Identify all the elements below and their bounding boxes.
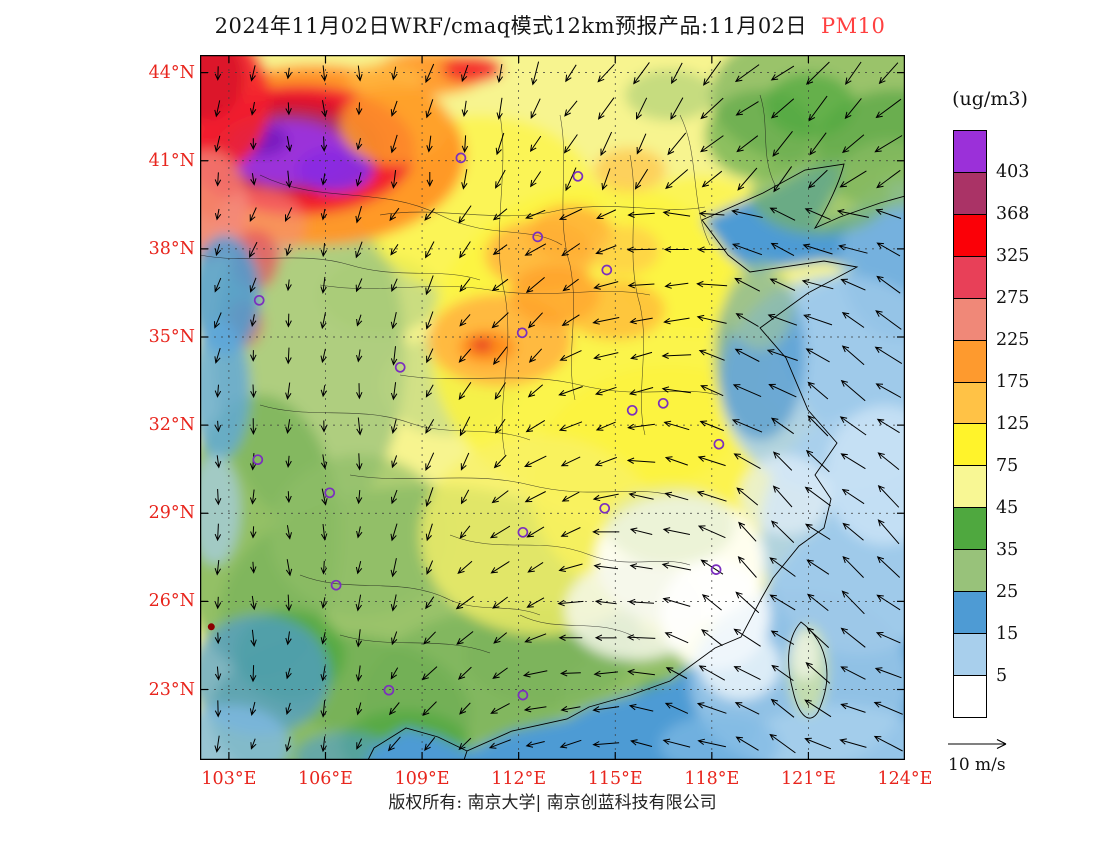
colorbar-segment bbox=[954, 214, 986, 257]
lat-tick-label: 41°N bbox=[148, 150, 195, 171]
colorbar-tick-label: 275 bbox=[996, 288, 1030, 308]
colorbar-segment bbox=[954, 634, 986, 676]
lon-tick-label: 109°E bbox=[394, 769, 450, 789]
coastlines-and-borders bbox=[200, 94, 905, 760]
station-marker bbox=[572, 170, 584, 182]
colorbar-segment bbox=[954, 592, 986, 635]
colorbar-tick-label: 25 bbox=[996, 582, 1019, 602]
colorbar-tick-label: 125 bbox=[996, 414, 1030, 434]
station-marker bbox=[657, 397, 669, 409]
lon-tick-label: 124°E bbox=[877, 769, 933, 789]
colorbar-tick-label: 368 bbox=[996, 204, 1030, 224]
station-marker bbox=[455, 152, 467, 164]
wind-scale-arrow bbox=[948, 739, 1007, 749]
colorbar-segment bbox=[954, 550, 986, 593]
colorbar-tick-label: 15 bbox=[996, 624, 1019, 644]
colorbar-segment bbox=[954, 340, 986, 383]
colorbar-segment bbox=[954, 675, 986, 717]
colorbar-tick-label: 403 bbox=[996, 162, 1030, 182]
lon-tick-label: 115°E bbox=[587, 769, 643, 789]
station-marker bbox=[253, 294, 265, 306]
station-marker bbox=[516, 327, 528, 339]
wind-vector-layer bbox=[214, 60, 903, 754]
lon-tick-label: 118°E bbox=[684, 769, 740, 789]
lon-tick-label: 103°E bbox=[201, 769, 257, 789]
station-marker bbox=[601, 264, 613, 276]
lat-tick-label: 44°N bbox=[148, 62, 195, 83]
lat-tick-label: 26°N bbox=[148, 591, 195, 612]
lat-tick-label: 38°N bbox=[148, 238, 195, 259]
lat-tick-label: 32°N bbox=[148, 415, 195, 436]
lat-tick-label: 23°N bbox=[148, 679, 195, 700]
lon-tick-label: 112°E bbox=[491, 769, 547, 789]
colorbar-tick-label: 35 bbox=[996, 540, 1019, 560]
colorbar-tick-label: 45 bbox=[996, 498, 1019, 518]
coastline-south bbox=[367, 727, 468, 760]
title-variable: PM10 bbox=[821, 14, 886, 38]
copyright-notice: 版权所有: 南京大学| 南京创蓝科技有限公司 bbox=[388, 793, 717, 813]
colorbar-tick-label: 325 bbox=[996, 246, 1030, 266]
colorbar bbox=[953, 130, 987, 718]
station-marker bbox=[710, 564, 722, 575]
title-text: 2024年11月02日WRF/cmaq模式12km预报产品:11月02日 bbox=[214, 14, 808, 38]
wind-vectors bbox=[214, 60, 903, 754]
map-frame bbox=[200, 55, 905, 760]
colorbar-tick-label: 5 bbox=[996, 666, 1008, 686]
colorbar-segment bbox=[954, 131, 986, 173]
lat-tick-label: 35°N bbox=[148, 327, 195, 347]
dot-marker bbox=[207, 623, 215, 631]
taiwan-island bbox=[788, 621, 828, 719]
lon-tick-label: 121°E bbox=[780, 769, 836, 789]
colorbar-segment bbox=[954, 424, 986, 467]
axis-ticks bbox=[200, 55, 905, 760]
colorbar-units-label: (ug/m3) bbox=[952, 88, 1028, 110]
station-marker bbox=[713, 438, 725, 450]
wind-scale-label: 10 m/s bbox=[948, 755, 1006, 775]
colorbar-tick-label: 75 bbox=[996, 456, 1019, 476]
colorbar-segment bbox=[954, 382, 986, 425]
colorbar-tick-label: 175 bbox=[996, 372, 1030, 392]
station-marker bbox=[532, 231, 544, 243]
station-marker-layer bbox=[207, 152, 725, 701]
station-marker bbox=[324, 487, 336, 499]
station-marker bbox=[394, 361, 406, 373]
station-marker bbox=[517, 689, 529, 701]
colorbar-tick-label: 225 bbox=[996, 330, 1030, 350]
station-marker bbox=[599, 502, 611, 514]
station-marker bbox=[252, 454, 264, 466]
station-marker bbox=[626, 404, 638, 416]
station-marker bbox=[330, 579, 342, 591]
forecast-map bbox=[200, 55, 905, 760]
lat-tick-label: 29°N bbox=[148, 503, 195, 524]
colorbar-segment bbox=[954, 256, 986, 299]
colorbar-segment bbox=[954, 298, 986, 341]
coastline-china bbox=[463, 163, 905, 760]
station-marker bbox=[517, 526, 529, 538]
colorbar-segment bbox=[954, 172, 986, 215]
colorbar-segment bbox=[954, 508, 986, 551]
station-marker bbox=[383, 684, 395, 696]
lon-tick-label: 106°E bbox=[298, 769, 353, 789]
page-title: 2024年11月02日WRF/cmaq模式12km预报产品:11月02日 PM10 bbox=[0, 10, 1100, 40]
colorbar-segment bbox=[954, 466, 986, 509]
province-boundaries bbox=[200, 94, 776, 654]
